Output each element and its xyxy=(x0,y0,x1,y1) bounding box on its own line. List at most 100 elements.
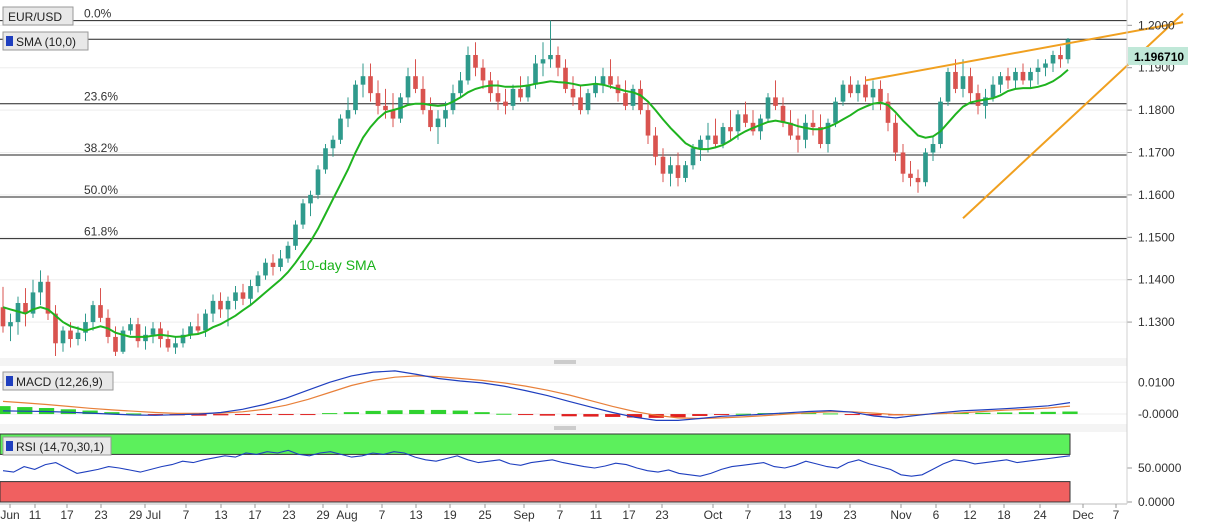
candle-body xyxy=(180,334,186,344)
macd-histogram-bar xyxy=(409,409,425,415)
current-price-label: 1.196710 xyxy=(1134,50,1184,64)
macd-tick-label: -0.0000 xyxy=(1138,407,1179,421)
macd-histogram-bar xyxy=(735,413,751,415)
fib-label: 23.6% xyxy=(84,90,118,104)
candle-body xyxy=(735,114,741,132)
candle-body xyxy=(840,84,846,102)
candle-body xyxy=(923,152,928,183)
candles xyxy=(0,20,1071,356)
candle-body xyxy=(945,71,951,102)
candle-body xyxy=(60,330,66,344)
candle-body xyxy=(390,110,396,119)
candle-body xyxy=(495,93,501,102)
candle-body xyxy=(345,110,351,119)
rsi-splitter[interactable] xyxy=(554,426,576,430)
candle-body xyxy=(248,286,253,299)
candle-body xyxy=(135,324,141,342)
macd-histogram-bar xyxy=(713,414,730,416)
candle-body xyxy=(795,135,801,140)
macd-histogram-bar xyxy=(561,414,577,417)
candle-body xyxy=(150,328,156,335)
candle-body xyxy=(683,165,688,178)
trendline-upper xyxy=(865,21,1184,82)
candle-body xyxy=(848,84,853,94)
candle-body xyxy=(1050,54,1056,64)
candle-body xyxy=(203,313,208,331)
candle-body xyxy=(803,122,808,140)
candle-body xyxy=(833,101,838,123)
macd-histogram-bar xyxy=(844,414,860,416)
date-tick-label: 23 xyxy=(282,508,296,522)
macd-histogram-bar xyxy=(605,414,621,417)
candle-body xyxy=(1043,63,1048,68)
candle-body xyxy=(578,97,583,111)
rsi-overbought-zone xyxy=(0,433,1071,455)
candle-body xyxy=(0,307,6,327)
candle-body xyxy=(1065,39,1071,60)
candle-body xyxy=(255,275,261,287)
candle-body xyxy=(113,336,118,352)
candle-body xyxy=(818,127,823,145)
candle-body xyxy=(420,88,426,111)
macd-histogram-bar xyxy=(0,406,11,415)
candle-body xyxy=(218,300,223,310)
candle-body xyxy=(293,224,298,246)
date-tick-label: 19 xyxy=(809,508,823,522)
candle-body xyxy=(405,76,411,98)
sma-10-line xyxy=(2,69,1069,338)
candle-body xyxy=(645,110,651,136)
macd-histogram-bar xyxy=(1018,412,1035,415)
candle-body xyxy=(788,122,793,136)
date-tick-label: 17 xyxy=(622,508,636,522)
candle-body xyxy=(338,118,343,140)
macd-histogram-bar xyxy=(256,414,272,416)
candle-body xyxy=(383,105,388,111)
candle-body xyxy=(953,71,958,89)
candle-body xyxy=(503,101,508,106)
candle-body xyxy=(240,292,246,299)
rsi-tick-label: 50.0000 xyxy=(1138,461,1182,475)
candle-body xyxy=(38,281,43,293)
macd-histogram-bar xyxy=(278,414,294,416)
candle-body xyxy=(518,88,523,98)
candle-body xyxy=(1005,76,1011,81)
candle-body xyxy=(480,67,486,81)
date-tick-label: 7 xyxy=(557,508,564,522)
macd-histogram-bar xyxy=(496,413,512,415)
candle-body xyxy=(698,139,703,149)
macd-histogram-bar xyxy=(234,414,251,416)
date-tick-label: Oct xyxy=(704,508,723,522)
candle-body xyxy=(1035,67,1041,72)
candle-body xyxy=(210,300,216,314)
macd-histogram-bar xyxy=(670,414,686,418)
current-price-tag: 1.196710 xyxy=(1128,47,1188,65)
candle-body xyxy=(915,177,921,183)
candle-body xyxy=(743,114,748,123)
symbol-label: EUR/USD xyxy=(8,10,62,24)
macd-splitter[interactable] xyxy=(554,360,576,364)
candle-body xyxy=(990,84,996,98)
candle-body xyxy=(870,88,876,98)
date-tick-label: 11 xyxy=(29,508,42,522)
candle-body xyxy=(893,122,898,153)
candle-body xyxy=(360,76,366,85)
candle-body xyxy=(323,148,328,170)
candle-body xyxy=(465,54,471,81)
date-tick-label: 29 xyxy=(316,508,330,522)
candle-body xyxy=(233,292,238,301)
date-tick-label: 13 xyxy=(778,508,792,522)
candle-body xyxy=(638,88,643,111)
candle-body xyxy=(473,54,478,68)
rsi-legend: RSI (14,70,30,1) xyxy=(2,436,112,456)
date-tick-label: Nov xyxy=(890,508,911,522)
macd-signal-line xyxy=(2,375,1071,420)
macd-line xyxy=(2,370,1071,421)
price-panel xyxy=(0,0,1127,358)
candle-body xyxy=(53,313,58,344)
date-tick-label: 17 xyxy=(60,508,74,522)
date-tick-label: 7 xyxy=(745,508,752,522)
candle-body xyxy=(780,105,786,123)
macd-histogram-bar xyxy=(583,414,599,417)
rsi-line xyxy=(2,449,1071,477)
candle-body xyxy=(120,330,126,352)
